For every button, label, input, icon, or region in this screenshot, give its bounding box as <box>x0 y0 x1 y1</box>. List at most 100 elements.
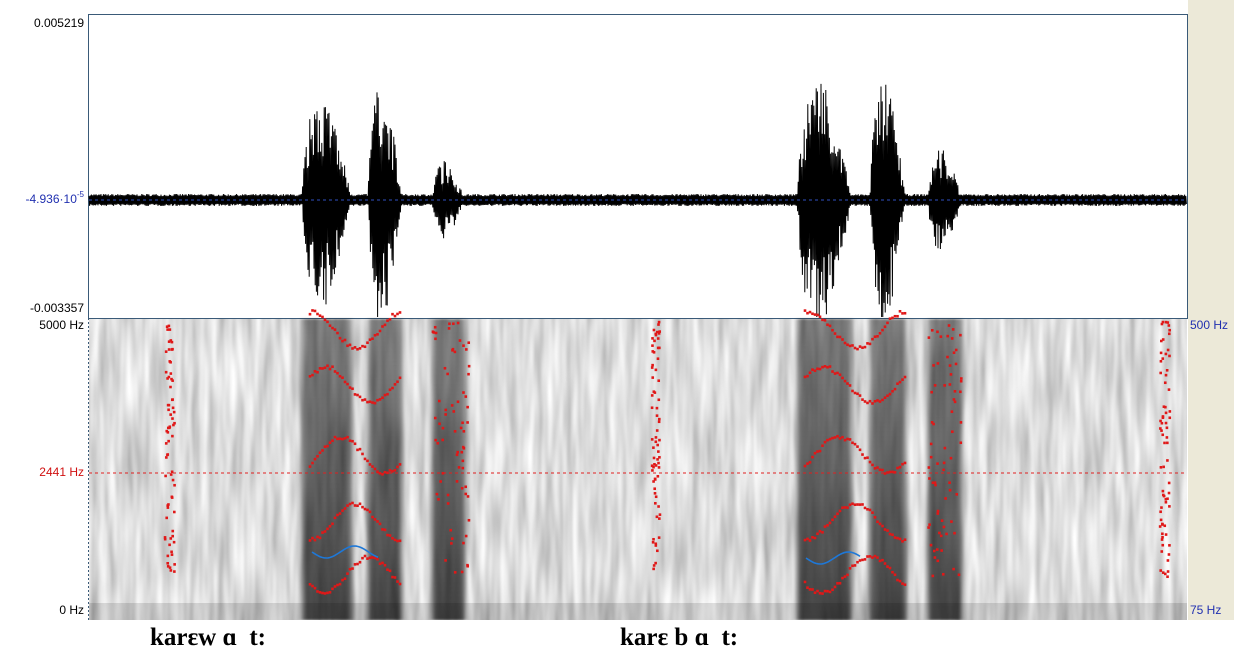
formant-dot <box>883 472 887 475</box>
formant-dot <box>948 481 951 485</box>
formant-dot <box>331 365 334 369</box>
formant-dot <box>172 423 175 427</box>
exponent: -5 <box>77 190 85 199</box>
formant-dot <box>353 563 357 566</box>
formant-dot <box>456 400 460 404</box>
formant-dot <box>831 370 834 373</box>
formant-dot <box>343 436 347 440</box>
waveform <box>88 83 1187 318</box>
formant-dot <box>341 578 344 582</box>
formant-dot <box>901 582 904 585</box>
formant-dot <box>806 586 809 589</box>
formant-dot <box>388 317 392 321</box>
formant-dot <box>955 493 959 496</box>
formant-dot <box>806 537 809 541</box>
formant-dot <box>1161 416 1165 420</box>
formant-dot <box>903 375 907 379</box>
formant-dot <box>348 386 352 389</box>
formant-dot <box>656 337 660 340</box>
formant-dot <box>838 581 842 585</box>
formant-dot <box>452 410 456 413</box>
formant-dot <box>868 460 872 464</box>
formant-dot <box>391 312 394 316</box>
formant-dot <box>871 463 874 467</box>
formant-dot <box>436 441 440 445</box>
formant-dot <box>841 376 844 380</box>
formant-dot <box>833 436 837 439</box>
formant-dot <box>388 388 392 392</box>
formant-dot <box>462 344 465 347</box>
formant-dot <box>308 539 312 542</box>
formant-dot <box>1164 373 1168 377</box>
formant-dot <box>1168 544 1171 547</box>
formant-dot <box>653 463 656 466</box>
formant-dot <box>378 398 382 401</box>
formant-dot <box>901 540 904 543</box>
formant-dot <box>811 312 814 316</box>
formant-dot <box>435 492 439 496</box>
formant-dot <box>808 588 812 591</box>
formant-dot <box>853 346 857 350</box>
formant-dot <box>893 471 897 474</box>
formant-dot <box>453 430 457 433</box>
formant-dot <box>933 556 937 559</box>
formant-dot <box>652 567 655 571</box>
formant-dot <box>316 312 319 316</box>
formant-dot <box>652 465 655 469</box>
formant-dot <box>171 379 174 382</box>
formant-dot <box>441 438 445 442</box>
formant-dot <box>1168 505 1171 508</box>
formant-dot <box>1167 388 1171 391</box>
formant-dot <box>823 319 827 322</box>
formant-dot <box>903 311 907 315</box>
formant-dot <box>878 331 882 335</box>
formant-dot <box>651 350 655 353</box>
formant-dot <box>656 357 660 361</box>
formant-dot <box>851 564 854 568</box>
formant-dot <box>836 371 839 375</box>
formant-dot <box>856 560 859 564</box>
formant-dot <box>464 492 468 496</box>
formant-dot <box>903 461 907 465</box>
formant-dot <box>356 448 359 452</box>
formant-dot <box>826 365 829 369</box>
formant-dot <box>813 451 817 455</box>
formant-dot <box>939 534 943 538</box>
formant-dot <box>391 575 394 579</box>
formant-dot <box>654 561 657 565</box>
formant-dot <box>930 390 933 394</box>
formant-dot <box>432 331 436 334</box>
formant-dot <box>173 510 176 514</box>
formant-dot <box>366 341 369 345</box>
formant-dot <box>331 522 334 526</box>
formant-dot <box>323 318 327 322</box>
formant-dot <box>462 430 466 433</box>
formant-dot <box>936 462 939 465</box>
formant-dot <box>333 585 337 588</box>
formant-dot <box>818 315 822 319</box>
formant-dot <box>386 392 389 396</box>
formant-dot <box>878 559 882 563</box>
praat-window: 0.005219 -4.936·10-5 -0.003357 5000 Hz 2… <box>26 0 1234 620</box>
formant-dot <box>167 439 170 443</box>
formant-dot <box>811 536 814 539</box>
formant-dot <box>169 385 172 389</box>
formant-dot <box>461 459 465 463</box>
formant-dot <box>861 453 864 456</box>
formant-dot <box>398 582 402 586</box>
formant-dot <box>371 337 374 340</box>
formant-dot <box>393 468 397 472</box>
formant-dot <box>652 537 655 541</box>
formant-dot <box>460 450 464 454</box>
formant-dot <box>346 504 349 507</box>
formant-dot <box>443 366 447 370</box>
formant-dot <box>851 389 854 393</box>
formant-dot <box>657 379 661 383</box>
formant-dot <box>836 512 839 516</box>
formant-dot <box>933 384 937 387</box>
formant-dot <box>657 466 661 469</box>
formant-dot <box>856 392 859 396</box>
formant-dot <box>1166 559 1170 562</box>
formant-dot <box>856 503 859 506</box>
formant-dot <box>171 478 175 482</box>
